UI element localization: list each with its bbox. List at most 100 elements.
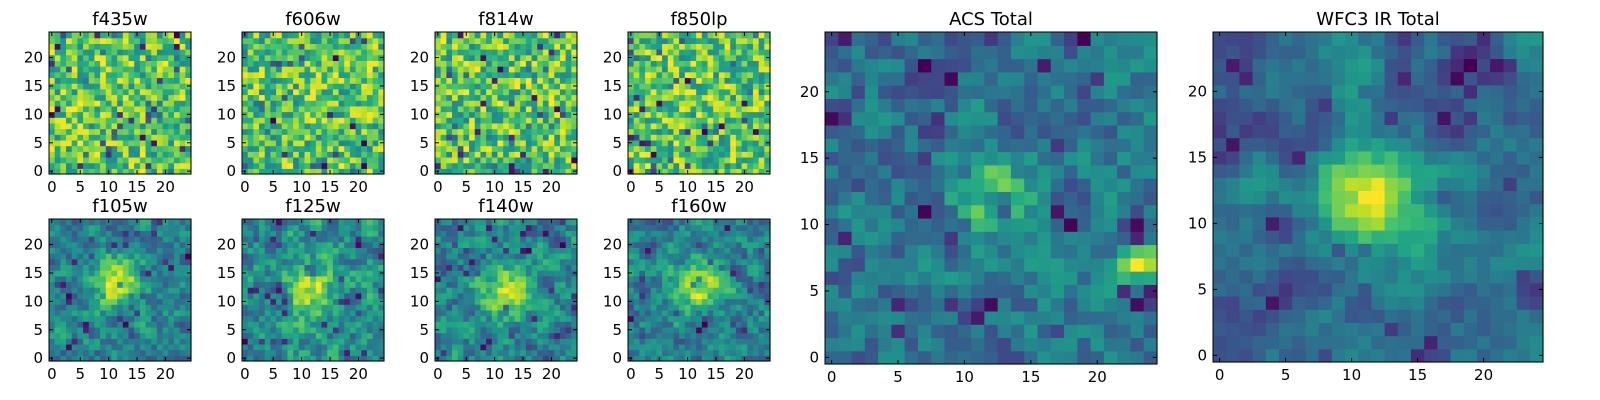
heatmap-cell (332, 128, 340, 135)
heatmap-cell (134, 60, 141, 67)
heatmap-cell (168, 298, 175, 305)
heatmap-cell (156, 264, 164, 271)
heatmap-cell (344, 145, 351, 152)
heatmap-cell (293, 145, 300, 152)
heatmap-cell (310, 332, 317, 339)
heatmap-cell (361, 338, 368, 345)
heatmap-cell (741, 122, 748, 130)
heatmap-cell (673, 275, 680, 283)
heatmap-cell (378, 49, 385, 56)
heatmap-cell (452, 230, 459, 237)
heatmap-cell (435, 343, 442, 351)
heatmap-cell (645, 156, 652, 164)
heatmap-cell (559, 298, 567, 305)
heatmap-cell (344, 37, 351, 44)
heatmap-cell (497, 94, 504, 101)
heatmap-cell (486, 49, 493, 56)
heatmap-cell (298, 117, 306, 124)
heatmap-cell (94, 49, 101, 56)
heatmap-cell (128, 275, 135, 283)
heatmap-cell (83, 275, 90, 283)
heatmap-cell (349, 71, 357, 79)
heatmap-cell (128, 241, 135, 248)
heatmap-cell (435, 281, 442, 288)
heatmap-cell (259, 105, 266, 113)
heatmap-cell (707, 168, 714, 175)
heatmap-cell (287, 332, 294, 339)
heatmap-cell (361, 270, 368, 277)
heatmap-cell (730, 292, 737, 300)
heatmap-cell (134, 343, 141, 351)
heatmap-cell (310, 111, 317, 118)
heatmap-cell (673, 77, 680, 84)
heatmap-cell (281, 309, 289, 317)
heatmap-cell (684, 88, 692, 96)
heatmap-cell (747, 156, 754, 164)
heatmap-cell (673, 355, 680, 362)
heatmap-cell (548, 304, 555, 311)
heatmap-cell (752, 100, 760, 107)
heatmap-cell (378, 151, 385, 158)
heatmap-cell (452, 270, 459, 277)
heatmap-cell (151, 298, 158, 305)
heatmap-cell (628, 309, 635, 317)
heatmap-cell (349, 315, 357, 322)
heatmap-cell (531, 224, 538, 231)
heatmap-cell (457, 298, 464, 305)
heatmap-cell (503, 281, 510, 288)
heatmap-cell (293, 304, 300, 311)
heatmap-cell (361, 128, 368, 135)
heatmap-cell (537, 111, 544, 118)
heatmap-cell (276, 128, 283, 135)
heatmap-cell (321, 134, 328, 141)
heatmap-cell (633, 338, 640, 345)
heatmap-cell (559, 88, 567, 96)
heatmap-cell (520, 105, 527, 113)
heatmap-cell (571, 258, 578, 266)
heatmap-cell (151, 49, 158, 56)
heatmap-cell (474, 247, 482, 254)
heatmap-cell (520, 139, 527, 147)
heatmap-cell (179, 321, 186, 328)
heatmap-cell (173, 281, 181, 288)
heatmap-cell (690, 105, 697, 113)
heatmap-cell (548, 241, 555, 248)
heatmap-cell (66, 60, 73, 67)
heatmap-cell (179, 134, 186, 141)
heatmap-cell (718, 168, 726, 175)
heatmap-cell (446, 281, 453, 288)
heatmap-cell (559, 224, 567, 231)
heatmap-cell (139, 151, 147, 158)
heatmap-cell (281, 338, 289, 345)
heatmap-cell (480, 326, 487, 334)
heatmap-cell (253, 156, 260, 164)
heatmap-cell (707, 309, 714, 317)
heatmap-cell (491, 134, 499, 141)
heatmap-cell (764, 349, 771, 356)
heatmap-cell (559, 151, 567, 158)
heatmap-cell (298, 94, 306, 101)
heatmap-cell (486, 105, 493, 113)
heatmap-cell (264, 49, 271, 56)
heatmap-cell (548, 139, 555, 147)
heatmap-cell (503, 66, 510, 73)
heatmap-cell (366, 168, 374, 175)
heatmap-cell (559, 111, 567, 118)
heatmap-cell (503, 43, 510, 50)
heatmap-cell (332, 264, 340, 271)
heatmap-cell (298, 315, 306, 322)
heatmap-cell (656, 304, 663, 311)
heatmap-cell (151, 253, 158, 260)
heatmap-cell (724, 111, 731, 118)
heatmap-cell (338, 134, 345, 141)
heatmap-cell (338, 309, 345, 317)
heatmap-cell (650, 151, 657, 158)
heatmap-cell (117, 292, 124, 300)
heatmap-cell (168, 309, 175, 317)
heatmap-cell (66, 292, 73, 300)
heatmap-cell (537, 230, 544, 237)
heatmap-cell (520, 309, 527, 317)
heatmap-cell (735, 88, 743, 96)
heatmap-cell (701, 77, 709, 84)
